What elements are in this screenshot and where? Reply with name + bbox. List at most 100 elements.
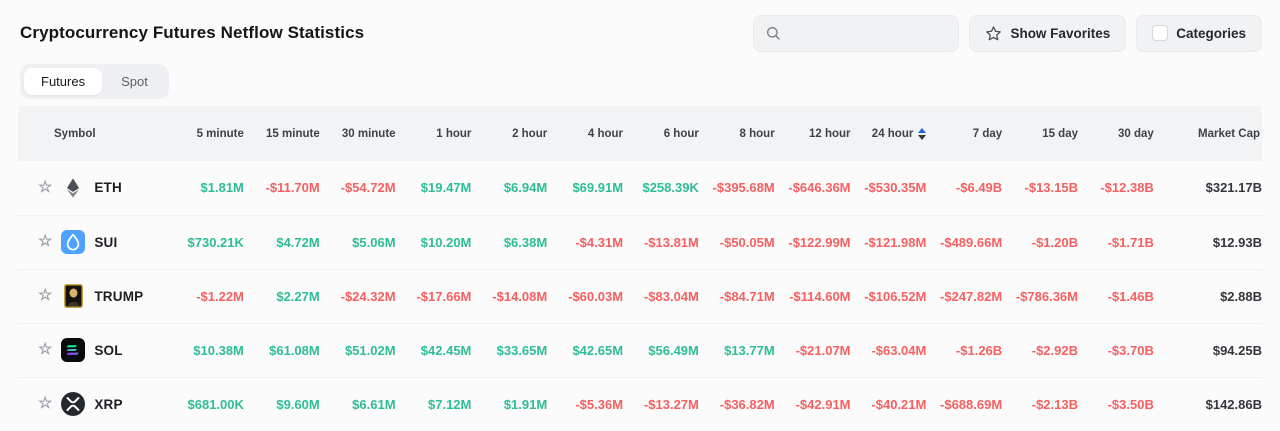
favorite-star-icon[interactable]: ☆	[38, 341, 53, 358]
tab-futures[interactable]: Futures	[24, 68, 103, 95]
symbol-label: SUI	[94, 234, 118, 250]
netflow-value: $2.27M	[243, 268, 320, 323]
star-icon	[985, 25, 1002, 42]
column-header-15-minute[interactable]: 15 minute	[243, 106, 320, 161]
column-header-8-hour[interactable]: 8 hour	[698, 106, 775, 161]
categories-checkbox[interactable]	[1152, 25, 1169, 41]
netflow-value: -$395.68M	[712, 180, 775, 196]
netflow-value: $6.94M	[503, 180, 548, 196]
header-controls: Show Favorites Categories	[753, 14, 1262, 52]
symbol-cell: ☆ SOL	[18, 322, 169, 377]
table-body: ☆ ETH $1.81M -$11.70M -$54.72M $19.47M $6.94M $…	[18, 161, 1262, 431]
netflow-value: -$17.66M	[395, 268, 472, 323]
sui-coin-icon	[61, 230, 86, 254]
table-row[interactable]: ☆ ETH $1.81M -$11.70M -$54.72M $19.47M $6.94M $…	[18, 161, 1262, 215]
column-header-1-hour[interactable]: 1 hour	[395, 106, 472, 161]
netflow-value: $42.45M	[395, 322, 472, 377]
netflow-value: -$6.49B	[955, 180, 1003, 196]
column-header-7-day[interactable]: 7 day	[926, 106, 1003, 161]
eth-coin-icon	[61, 176, 85, 200]
netflow-value: -$114.60M	[774, 268, 851, 323]
column-header-15-day[interactable]: 15 day	[1002, 106, 1078, 161]
favorite-star-icon[interactable]: ☆	[38, 178, 53, 196]
netflow-value: $10.38M	[168, 322, 244, 377]
favorite-star-icon[interactable]: ☆	[38, 233, 53, 250]
netflow-value: -$54.72M	[340, 180, 396, 196]
show-favorites-button[interactable]: Show Favorites	[969, 14, 1127, 52]
netflow-value: -$50.05M	[698, 214, 775, 269]
netflow-value: -$24.32M	[319, 268, 396, 323]
netflow-value: -$1.71B	[1078, 214, 1154, 269]
column-header-6-hour[interactable]: 6 hour	[623, 106, 699, 161]
column-header-symbol[interactable]: Symbol	[18, 106, 169, 161]
netflow-value: -$247.82M	[926, 268, 1003, 323]
netflow-value: $19.47M	[420, 180, 472, 196]
netflow-value: -$84.71M	[698, 268, 775, 323]
categories-label: Categories	[1176, 25, 1246, 41]
categories-button[interactable]: Categories	[1136, 14, 1262, 52]
symbol-label: SOL	[94, 342, 123, 358]
column-header-5-minute[interactable]: 5 minute	[168, 106, 244, 161]
netflow-value: $56.49M	[623, 322, 699, 377]
column-header-market-cap[interactable]: Market Cap	[1153, 106, 1262, 161]
netflow-value: -$13.81M	[623, 214, 699, 269]
netflow-value: -$1.46B	[1078, 268, 1154, 323]
column-header-30-day[interactable]: 30 day	[1078, 106, 1154, 161]
netflow-value: -$36.82M	[698, 376, 775, 431]
netflow-value: -$60.03M	[547, 268, 624, 323]
table-row[interactable]: ☆ SUI $730.21K $4.72M $5.06M $10.20M $6.38M -$4…	[18, 214, 1262, 269]
netflow-value: $1.81M	[200, 180, 244, 196]
netflow-value: -$63.04M	[850, 322, 927, 377]
tab-spot[interactable]: Spot	[121, 74, 148, 89]
table-row[interactable]: ☆ SOL $10.38M $61.08M $51.02M $42.45M $33.65M $…	[18, 322, 1262, 377]
netflow-value: $5.06M	[319, 214, 396, 269]
column-header-24-hour[interactable]: 24 hour	[850, 106, 927, 161]
trump-coin-icon	[61, 284, 85, 308]
favorite-star-icon[interactable]: ☆	[38, 395, 53, 413]
netflow-value: -$1.26B	[926, 322, 1003, 377]
netflow-value: -$1.20B	[1002, 214, 1078, 269]
netflow-value: $1.91M	[471, 376, 548, 431]
market-cap-value: $321.17B	[1205, 180, 1262, 196]
netflow-value: -$2.92B	[1002, 322, 1078, 377]
search-input[interactable]	[789, 25, 948, 41]
netflow-value: $9.60M	[243, 376, 320, 431]
market-cap-value: $94.25B	[1153, 322, 1262, 377]
page-title: Cryptocurrency Futures Netflow Statistic…	[20, 23, 365, 42]
netflow-value: -$5.36M	[547, 376, 624, 431]
netflow-value: -$121.98M	[850, 214, 927, 269]
search-icon	[765, 25, 781, 41]
netflow-value: -$106.52M	[850, 268, 927, 323]
market-type-tabs: Futures Spot	[20, 64, 169, 99]
netflow-value: -$2.13B	[1002, 376, 1078, 431]
symbol-label: ETH	[94, 180, 122, 196]
symbol-label: XRP	[94, 396, 123, 412]
netflow-value: $10.20M	[395, 214, 472, 269]
column-header-30-minute[interactable]: 30 minute	[319, 106, 396, 161]
netflow-value: $51.02M	[319, 322, 396, 377]
netflow-value: $730.21K	[168, 214, 244, 269]
netflow-value: $6.38M	[471, 214, 548, 269]
netflow-value: -$4.31M	[547, 214, 624, 269]
search-box[interactable]	[753, 14, 960, 52]
netflow-value: -$646.36M	[788, 180, 851, 196]
sort-arrows-icon[interactable]	[918, 127, 927, 140]
market-cap-value: $2.88B	[1153, 268, 1262, 323]
netflow-value: -$42.91M	[774, 376, 851, 431]
column-header-2-hour[interactable]: 2 hour	[471, 106, 548, 161]
table-header-row: Symbol 5 minute 15 minute 30 minute 1 hour 2 …	[18, 106, 1262, 161]
symbol-cell: ☆ TRUMP	[18, 268, 169, 323]
netflow-value: -$12.38B	[1100, 180, 1154, 196]
column-header-4-hour[interactable]: 4 hour	[547, 106, 624, 161]
show-favorites-label: Show Favorites	[1010, 25, 1111, 41]
symbol-cell: ☆ SUI	[18, 214, 169, 269]
table-row[interactable]: ☆ TRUMP -$1.22M $2.27M -$24.32M -$17.66M -$14.…	[18, 268, 1262, 323]
table-row[interactable]: ☆ XRP $681.00K $9.60M $6.61M $7.12M $1.91M -$5.…	[18, 376, 1262, 431]
netflow-value: $13.77M	[698, 322, 775, 377]
netflow-table: Symbol 5 minute 15 minute 30 minute 1 hour 2 …	[18, 106, 1262, 431]
favorite-star-icon[interactable]: ☆	[38, 287, 53, 304]
symbol-cell: ☆ XRP	[18, 376, 169, 431]
netflow-value: -$1.22M	[168, 268, 244, 323]
column-header-12-hour[interactable]: 12 hour	[774, 106, 851, 161]
netflow-value: -$40.21M	[850, 376, 927, 431]
